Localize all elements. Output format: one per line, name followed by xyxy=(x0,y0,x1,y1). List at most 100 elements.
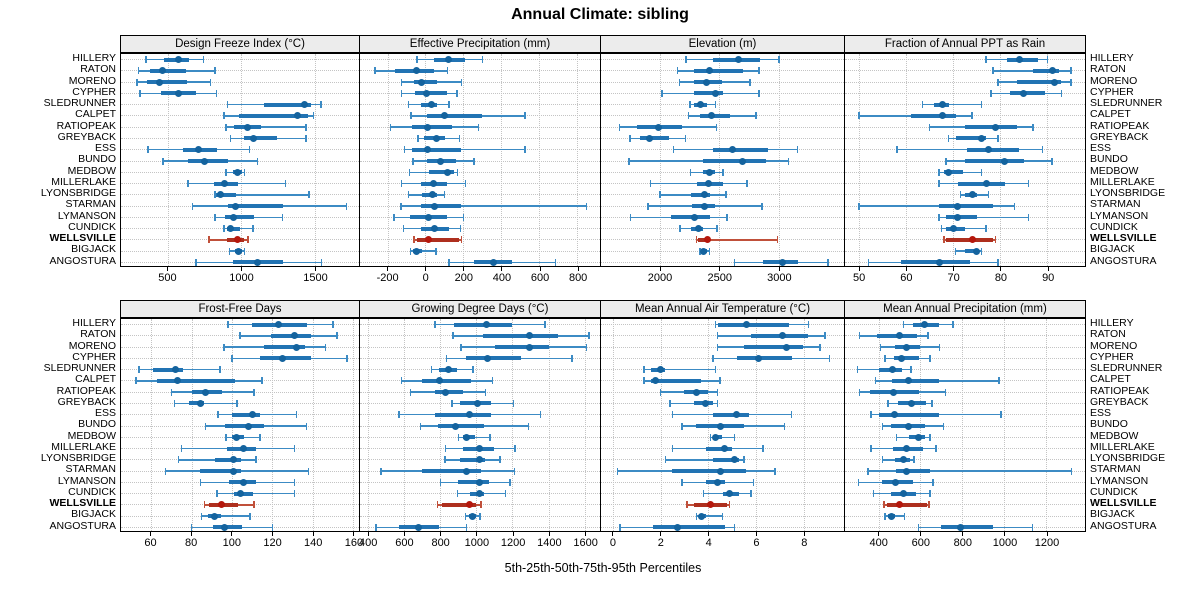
iqr-bar xyxy=(901,260,970,265)
median-dot xyxy=(221,523,229,531)
vertical-gridline xyxy=(906,54,908,266)
whisker-cap-left xyxy=(858,202,860,210)
median-dot xyxy=(973,247,981,255)
whisker-cap-right xyxy=(928,501,930,509)
panel-title: Effective Precipitation (mm) xyxy=(409,38,551,50)
whisker-cap-left xyxy=(992,67,994,75)
axis-tick xyxy=(660,532,662,536)
axis-tick xyxy=(962,532,964,536)
whisker-cap-left xyxy=(223,343,225,351)
median-dot xyxy=(887,512,895,520)
horizontal-gridline xyxy=(360,70,600,72)
horizontal-gridline xyxy=(845,493,1085,495)
whisker-cap-right xyxy=(994,236,997,244)
whisker-cap-left xyxy=(867,467,869,475)
station-label-right: CYPHER xyxy=(1090,85,1134,98)
iqr-bar xyxy=(199,469,241,474)
iqr-bar xyxy=(228,204,283,209)
whisker-cap-right xyxy=(524,112,526,120)
vertical-gridline xyxy=(168,54,169,266)
vertical-gridline xyxy=(859,54,861,266)
median-dot xyxy=(437,157,445,165)
axis-tick xyxy=(953,267,955,271)
station-label-right: LYMANSON xyxy=(1090,474,1149,487)
iqr-bar xyxy=(946,215,977,220)
whisker-cap-right xyxy=(252,225,254,233)
whisker-cap-right xyxy=(997,134,999,142)
median-dot xyxy=(954,202,962,210)
whisker-cap-right xyxy=(783,422,786,430)
whisker-cap-left xyxy=(208,236,210,244)
whisker-cap-right xyxy=(726,213,728,221)
station-label-right: BUNDO xyxy=(1090,418,1128,431)
median-dot xyxy=(949,225,957,233)
axis-tick xyxy=(1004,532,1006,536)
whisker-cap-right xyxy=(293,490,296,498)
whisker-cap-right xyxy=(256,157,259,165)
median-dot xyxy=(726,490,734,498)
median-dot xyxy=(721,445,729,453)
median-dot xyxy=(413,67,421,75)
axis-tick-label: 600 xyxy=(395,537,414,549)
vertical-gridline xyxy=(584,319,586,531)
axis-tick xyxy=(803,532,805,536)
whisker-cap-left xyxy=(177,456,180,464)
station-label-left: SLEDRUNNER xyxy=(43,362,116,375)
vertical-gridline xyxy=(612,319,614,531)
whisker-cap-right xyxy=(971,112,973,120)
median-dot xyxy=(211,512,219,520)
whisker-cap-left xyxy=(870,445,872,453)
horizontal-gridline xyxy=(360,171,600,173)
whisker-cap-left xyxy=(643,377,645,385)
panel-title: Growing Degree Days (°C) xyxy=(411,303,549,315)
horizontal-gridline xyxy=(601,126,844,128)
whisker-cap-right xyxy=(714,366,717,374)
station-label-right: ANGOSTURA xyxy=(1090,519,1157,532)
vertical-gridline xyxy=(272,319,274,531)
whisker-line xyxy=(859,205,1015,207)
median-dot xyxy=(701,202,709,210)
whisker-cap-right xyxy=(473,157,475,165)
whisker-cap-right xyxy=(295,411,298,419)
axis-tick-label: 90 xyxy=(1042,272,1055,284)
whisker-cap-left xyxy=(430,366,433,374)
horizontal-gridline xyxy=(845,357,1085,359)
whisker-cap-left xyxy=(400,89,403,97)
whisker-cap-right xyxy=(261,377,263,385)
median-dot xyxy=(428,191,436,199)
panel-title-strip: Growing Degree Days (°C) xyxy=(360,300,601,318)
median-dot xyxy=(235,247,243,255)
axis-tick-label: 0 xyxy=(609,537,617,549)
median-dot xyxy=(714,478,722,486)
station-label-right: BUNDO xyxy=(1090,153,1128,166)
whisker-cap-left xyxy=(679,225,681,233)
whisker-cap-right xyxy=(927,332,929,340)
whisker-cap-right xyxy=(944,388,947,396)
median-dot xyxy=(907,399,915,407)
whisker-cap-right xyxy=(456,168,459,176)
station-label-right: CUNDICK xyxy=(1090,220,1138,233)
station-label-right: WELLSVILLE xyxy=(1090,232,1157,245)
whisker-cap-right xyxy=(1046,56,1049,64)
median-dot xyxy=(945,168,953,176)
whisker-cap-right xyxy=(243,168,246,176)
whisker-cap-right xyxy=(345,202,348,210)
median-dot xyxy=(701,191,709,199)
axis-tick-label: 60 xyxy=(144,537,157,549)
whisker-cap-left xyxy=(628,157,630,165)
whisker-cap-left xyxy=(661,89,663,97)
whisker-cap-left xyxy=(400,377,403,385)
median-dot xyxy=(435,377,443,385)
iqr-bar xyxy=(939,204,994,209)
panel-plot xyxy=(120,53,360,267)
station-label-left: LYMANSON xyxy=(57,474,116,487)
horizontal-gridline xyxy=(360,183,600,185)
panel-plot xyxy=(845,53,1086,267)
iqr-bar xyxy=(214,457,241,462)
whisker-cap-left xyxy=(695,512,698,520)
axis-tick-label: 100 xyxy=(222,537,242,549)
median-dot xyxy=(452,422,460,430)
station-label-right: ESS xyxy=(1090,142,1112,155)
whisker-cap-left xyxy=(858,332,861,340)
whisker-cap-left xyxy=(195,258,197,266)
